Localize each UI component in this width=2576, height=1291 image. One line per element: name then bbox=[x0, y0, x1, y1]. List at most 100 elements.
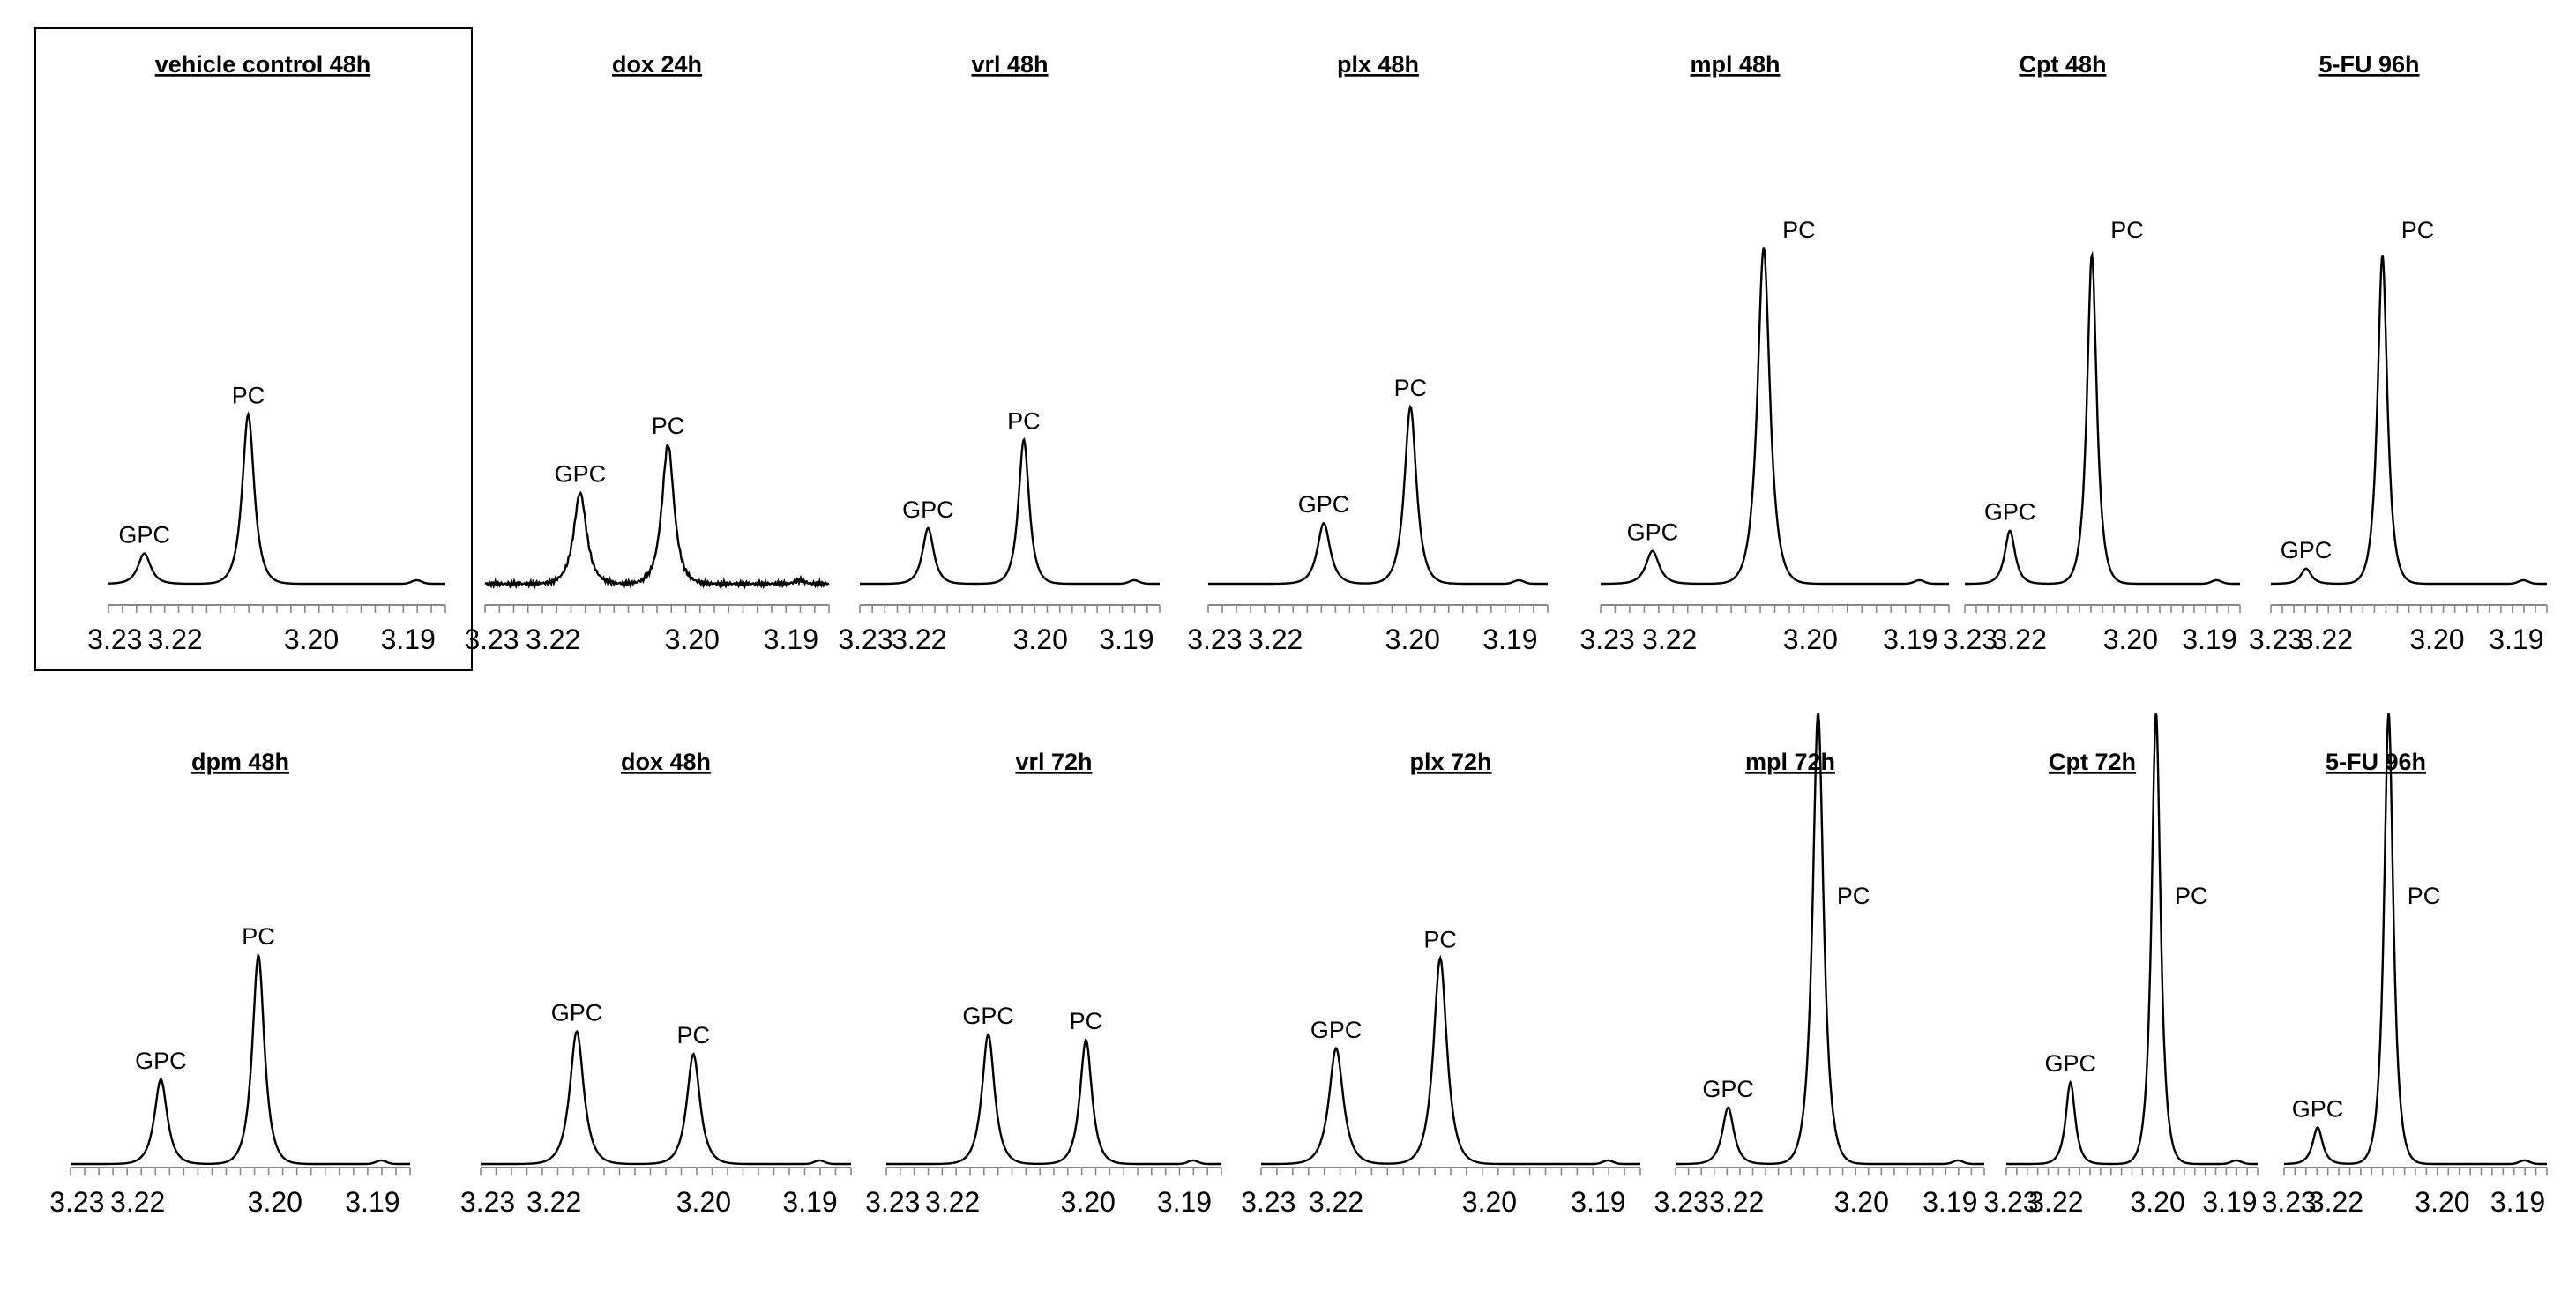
x-tick-label: 3.22 bbox=[526, 623, 580, 655]
x-tick-label: 3.19 bbox=[1571, 1186, 1625, 1218]
panel-title: vrl 48h bbox=[971, 51, 1048, 78]
spectrum-panel: vehicle control 48h GPC PC 3.23 3.22 3.20 3.19 bbox=[34, 27, 473, 671]
x-tick-label: 3.22 bbox=[2309, 1186, 2363, 1218]
spectrum-panel: Cpt 72h GPC PC 3.233.22 3.20 3.19 bbox=[1983, 713, 2259, 1218]
peak-label: PC bbox=[242, 923, 275, 950]
x-tick-label: 3.20 bbox=[665, 623, 720, 655]
panel-title: 5-FU 96h bbox=[2326, 749, 2426, 775]
x-tick-label: 3.20 bbox=[1385, 623, 1440, 655]
spectrum-line bbox=[886, 1032, 1221, 1166]
peak-label: PC bbox=[1782, 217, 1816, 243]
spectrum-line bbox=[1965, 250, 2240, 586]
x-tick-label: 3.20 bbox=[2415, 1186, 2469, 1218]
x-tick-label: 3.23 bbox=[460, 1186, 515, 1218]
spectrum-line bbox=[1601, 247, 1949, 586]
spectrum-line bbox=[2271, 254, 2547, 586]
x-tick-label: 3.23 bbox=[1579, 623, 1634, 655]
x-tick-label: 3.20 bbox=[248, 1186, 302, 1218]
spectrum-panel: plx 72h GPC PC 3.23 3.22 3.20 3.19 bbox=[1241, 749, 1641, 1218]
panel-title: Cpt 48h bbox=[2019, 51, 2106, 78]
peak-label: PC bbox=[2408, 883, 2441, 909]
x-tick-label: 3.23 bbox=[1187, 623, 1242, 655]
peak-label: GPC bbox=[551, 1000, 603, 1026]
peak-label: GPC bbox=[2292, 1095, 2344, 1122]
panel-title: dpm 48h bbox=[191, 749, 289, 775]
x-tick-label: 3.23 bbox=[1241, 1186, 1295, 1218]
panel-title: Cpt 72h bbox=[2049, 749, 2136, 775]
x-tick-label: 3.19 bbox=[782, 1186, 837, 1218]
x-tick-label: 3.22 bbox=[892, 623, 946, 655]
spectrum-line bbox=[2006, 713, 2258, 1166]
spectrum-panel: Cpt 48h GPC PC 3.233.22 3.20 3.19 bbox=[1943, 51, 2241, 655]
x-tick-label: 3.22 bbox=[147, 623, 202, 655]
x-tick-label: 3.23 bbox=[838, 623, 892, 655]
x-tick-label: 3.22 bbox=[1309, 1186, 1363, 1218]
spectrum-panel: mpl 48h GPC PC 3.23 3.22 3.20 3.19 bbox=[1579, 51, 1950, 655]
x-tick-label: 3.20 bbox=[676, 1186, 731, 1218]
x-tick-label: 3.22 bbox=[1248, 623, 1303, 655]
x-tick-label: 3.23 bbox=[1983, 1186, 2038, 1218]
x-tick-label: 3.19 bbox=[2490, 1186, 2545, 1218]
peak-label: GPC bbox=[2281, 537, 2333, 563]
x-tick-label: 3.20 bbox=[2409, 623, 2464, 655]
spectrum-panel: 5-FU 96h GPC PC 3.233.22 3.20 3.19 bbox=[2249, 51, 2548, 655]
x-tick-label: 3.22 bbox=[925, 1186, 980, 1218]
panel-title: mpl 72h bbox=[1745, 749, 1835, 775]
spectrum-line bbox=[1208, 404, 1548, 586]
x-tick-label: 3.20 bbox=[1783, 623, 1838, 655]
x-tick-label: 3.20 bbox=[1834, 1186, 1889, 1218]
spectrum-panel: vrl 72h GPC PC 3.23 3.22 3.20 3.19 bbox=[865, 749, 1222, 1218]
peak-label: GPC bbox=[1984, 499, 2036, 526]
spectrum-panel: 5-FU 96h GPC PC 3.233.22 3.20 3.19 bbox=[2262, 713, 2548, 1218]
spectrum-line bbox=[2284, 713, 2547, 1166]
peak-label: PC bbox=[1423, 926, 1457, 952]
x-tick-label: 3.20 bbox=[1462, 1186, 1517, 1218]
peak-label: PC bbox=[2110, 217, 2144, 243]
x-tick-label: 3.22 bbox=[1992, 623, 2047, 655]
spectrum-panel: vrl 48h GPC PC 3.233.22 3.20 3.19 bbox=[838, 51, 1161, 655]
peak-label: PC bbox=[2175, 883, 2208, 909]
spectrum-line bbox=[481, 1029, 851, 1166]
x-tick-label: 3.22 bbox=[1709, 1186, 1764, 1218]
peak-label: GPC bbox=[1627, 519, 1679, 546]
panel-title: 5-FU 96h bbox=[2318, 51, 2419, 78]
x-tick-label: 3.23 bbox=[464, 623, 519, 655]
spectrum-panel: plx 48h GPC PC 3.23 3.22 3.20 3.19 bbox=[1187, 51, 1549, 655]
x-tick-label: 3.19 bbox=[1883, 623, 1938, 655]
peak-label: PC bbox=[1070, 1008, 1103, 1034]
x-tick-label: 3.23 bbox=[87, 623, 142, 655]
peak-label: PC bbox=[677, 1022, 711, 1048]
x-tick-label: 3.23 bbox=[2249, 623, 2303, 655]
spectrum-panel: dpm 48h GPC PC 3.23 3.22 3.20 3.19 bbox=[49, 749, 411, 1218]
x-tick-label: 3.22 bbox=[110, 1186, 165, 1218]
panel-title: dox 24h bbox=[612, 51, 702, 78]
x-tick-label: 3.20 bbox=[2130, 1186, 2184, 1218]
x-tick-label: 3.19 bbox=[1482, 623, 1537, 655]
panel-title: vrl 72h bbox=[1015, 749, 1092, 775]
spectrum-panel: dox 48h GPC PC 3.23 3.22 3.20 3.19 bbox=[460, 749, 852, 1218]
peak-label: PC bbox=[2401, 217, 2435, 243]
peak-label: PC bbox=[232, 383, 265, 409]
highlight-box bbox=[34, 27, 473, 671]
spectrum-line bbox=[71, 952, 410, 1166]
x-tick-label: 3.22 bbox=[2028, 1186, 2083, 1218]
spectrum-line bbox=[484, 444, 830, 591]
x-tick-label: 3.20 bbox=[1061, 1186, 1116, 1218]
panel-title: dox 48h bbox=[621, 749, 711, 775]
x-tick-label: 3.19 bbox=[1099, 623, 1154, 655]
peak-label: GPC bbox=[1310, 1017, 1363, 1043]
peak-label: GPC bbox=[555, 461, 607, 488]
panel-title: vehicle control 48h bbox=[155, 51, 371, 78]
panel-title: plx 72h bbox=[1409, 749, 1491, 775]
peak-label: GPC bbox=[962, 1003, 1014, 1029]
x-tick-label: 3.20 bbox=[1013, 623, 1068, 655]
x-tick-label: 3.23 bbox=[1943, 623, 1997, 655]
x-tick-label: 3.20 bbox=[284, 623, 339, 655]
x-tick-label: 3.22 bbox=[2298, 623, 2353, 655]
x-tick-label: 3.23 bbox=[49, 1186, 104, 1218]
peak-label: PC bbox=[652, 413, 685, 439]
peak-label: PC bbox=[1007, 407, 1041, 434]
spectrum-line bbox=[1261, 954, 1640, 1166]
x-tick-label: 3.19 bbox=[345, 1186, 399, 1218]
